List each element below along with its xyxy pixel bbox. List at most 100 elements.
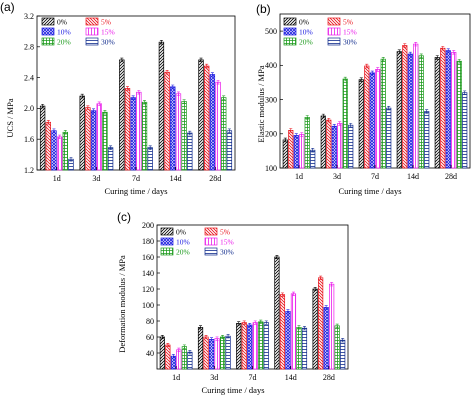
panel-b-bar-20pct-28d (456, 60, 462, 169)
panel-c-errorbar (253, 320, 257, 325)
panel-b-legend-label: 30% (343, 38, 357, 47)
panel-a-ytick-label: 1.2 (24, 166, 34, 175)
panel-b-legend-swatch (327, 27, 341, 36)
panel-b-bar-10pct-14d (407, 53, 413, 169)
panel-c-legend-label: 15% (220, 238, 234, 247)
panel-a-legend-label: 15% (101, 28, 115, 37)
panel-a-ytick-label: 2.4 (24, 73, 34, 82)
panel-a-plot: 1.2 1.6 2.0 2.4 2.8 3.2 1d 3d 7d 14d 28d 0% 5% 10% 15%… (24, 12, 236, 183)
panel-b-legend-swatch (283, 17, 297, 26)
panel-a-legend-swatch (85, 17, 99, 26)
panel-a-bar-5pct-3d (85, 107, 91, 171)
panel-a-bar-30pct-7d (147, 147, 153, 171)
panel-a-legend-label: 30% (101, 38, 115, 47)
panel-c-errorbar (237, 321, 241, 326)
panel-c-errorbar (221, 334, 225, 340)
panel-c-ytick-label: 120 (142, 285, 154, 294)
panel-a-errorbar (86, 105, 90, 110)
panel-c-errorbar (204, 334, 208, 340)
panel-c-ytick-label: 200 (142, 221, 154, 230)
panel-b-ytick-label: 100 (265, 164, 277, 173)
panel-c-errorbar (275, 254, 279, 260)
panel-c-ytick-label: 60 (146, 333, 154, 342)
panel-b-bar-15pct-28d (451, 51, 457, 169)
panel-b-legend-swatch (283, 27, 297, 36)
panel-c-bar-20pct-28d (334, 325, 340, 370)
panel-a-legend-swatch (41, 37, 55, 46)
panel-b-bar-30pct-14d (424, 111, 430, 169)
panel-a-bar-5pct-1d (45, 121, 51, 171)
panel-b-xlabel: Curing time / days (338, 186, 401, 196)
panel-a-bar-10pct-28d (209, 74, 216, 171)
panel-c-xtick-label: 3d (210, 373, 218, 382)
panel-c-bar-15pct-28d (329, 283, 335, 370)
panel-a-errorbar (63, 130, 67, 135)
panel-a-legend-label: 5% (101, 18, 111, 27)
panel-c-errorbar (215, 336, 219, 341)
panel-b: (b) Elastic modulus / MPa Curing time / … (256, 2, 471, 196)
panel-c-errorbar (313, 286, 317, 292)
panel-b-errorbar (376, 67, 380, 72)
panel-b-errorbar (419, 53, 423, 58)
panel-a-errorbar (205, 63, 209, 69)
panel-b-bar-10pct-3d (331, 125, 337, 169)
panel-b-bar-5pct-28d (440, 47, 446, 169)
panel-a-errorbar (182, 99, 186, 104)
panel-c-bar-0pct-3d (197, 327, 204, 370)
panel-a-legend-label: 20% (57, 38, 71, 47)
panel-c-bar-20pct-1d (181, 346, 187, 370)
panel-c-bar-0pct-7d (236, 323, 242, 370)
panel-a-bar-20pct-28d (221, 97, 227, 171)
panel-b-ytick-label: 200 (265, 130, 277, 139)
panel-c-bar-0pct-14d (274, 256, 280, 370)
panel-a-bar-5pct-14d (164, 71, 170, 171)
panel-b-bar-15pct-7d (375, 69, 381, 169)
panel-c-errorbar (324, 305, 328, 310)
panel-c: (c) Deformation modulus / MPa Curing tim… (117, 210, 349, 395)
panel-b-errorbar (359, 77, 363, 82)
panel-a-legend-label: 0% (57, 18, 67, 27)
panel-c-errorbar (291, 291, 295, 296)
panel-b-plot: 100 200 300 400 500 1d 3d 7d 14d 28d 0% 5% 10% 15% 20%… (265, 13, 471, 181)
panel-c-ytick-label: 40 (146, 349, 154, 358)
panel-b-xtick-label: 28d (445, 172, 457, 181)
panel-c-legend-swatch (204, 227, 218, 236)
panel-a-errorbar (58, 134, 62, 140)
panel-a-bar-30pct-14d (187, 132, 193, 171)
panel-c-bar-10pct-3d (208, 339, 215, 370)
panel-c-bar-30pct-3d (225, 335, 231, 370)
panel-c-legend-label: 20% (176, 248, 190, 257)
panel-c-ytick-label: 180 (142, 237, 154, 246)
panel-c-bar-5pct-1d (165, 344, 171, 370)
panel-c-xtick-label: 14d (285, 373, 297, 382)
panel-b-bar-15pct-14d (413, 43, 419, 169)
panel-a-xtick-label: 7d (132, 174, 140, 183)
panel-a-bar-15pct-7d (136, 91, 142, 171)
panel-c-errorbar (330, 282, 334, 287)
panel-c-ytick-label: 160 (142, 253, 154, 262)
panel-a-bar-10pct-7d (130, 97, 136, 171)
panel-a-xtick-label: 1d (53, 174, 61, 183)
panel-c-bar-15pct-1d (176, 349, 182, 370)
panel-c-errorbar (319, 275, 323, 280)
panel-c-bar-20pct-14d (296, 327, 302, 370)
panel-c-bar-5pct-7d (241, 322, 247, 370)
panel-c-legend-label: 5% (220, 228, 230, 237)
panel-c-bar-5pct-14d (279, 294, 286, 370)
panel-a-ylabel: UCS / MPa (5, 98, 15, 137)
panel-a-errorbar (125, 86, 129, 91)
panel-b-legend-label: 5% (343, 18, 353, 27)
panel-c-errorbar (210, 337, 214, 342)
panel-a-legend-swatch (85, 27, 99, 36)
panel-c-bar-0pct-1d (159, 336, 165, 370)
panel-a-ytick-label: 2.8 (24, 43, 34, 52)
panel-b-bar-10pct-1d (293, 135, 299, 169)
panel-a-errorbar (143, 100, 147, 105)
panel-b-errorbar (397, 49, 401, 54)
panel-c-bar-30pct-14d (301, 327, 308, 370)
panel-a-errorbar (80, 93, 84, 99)
panel-c-label: (c) (117, 210, 131, 224)
panel-b-errorbar (370, 70, 374, 76)
panel-b-errorbar (387, 105, 391, 111)
panel-c-legend-label: 10% (176, 238, 190, 247)
